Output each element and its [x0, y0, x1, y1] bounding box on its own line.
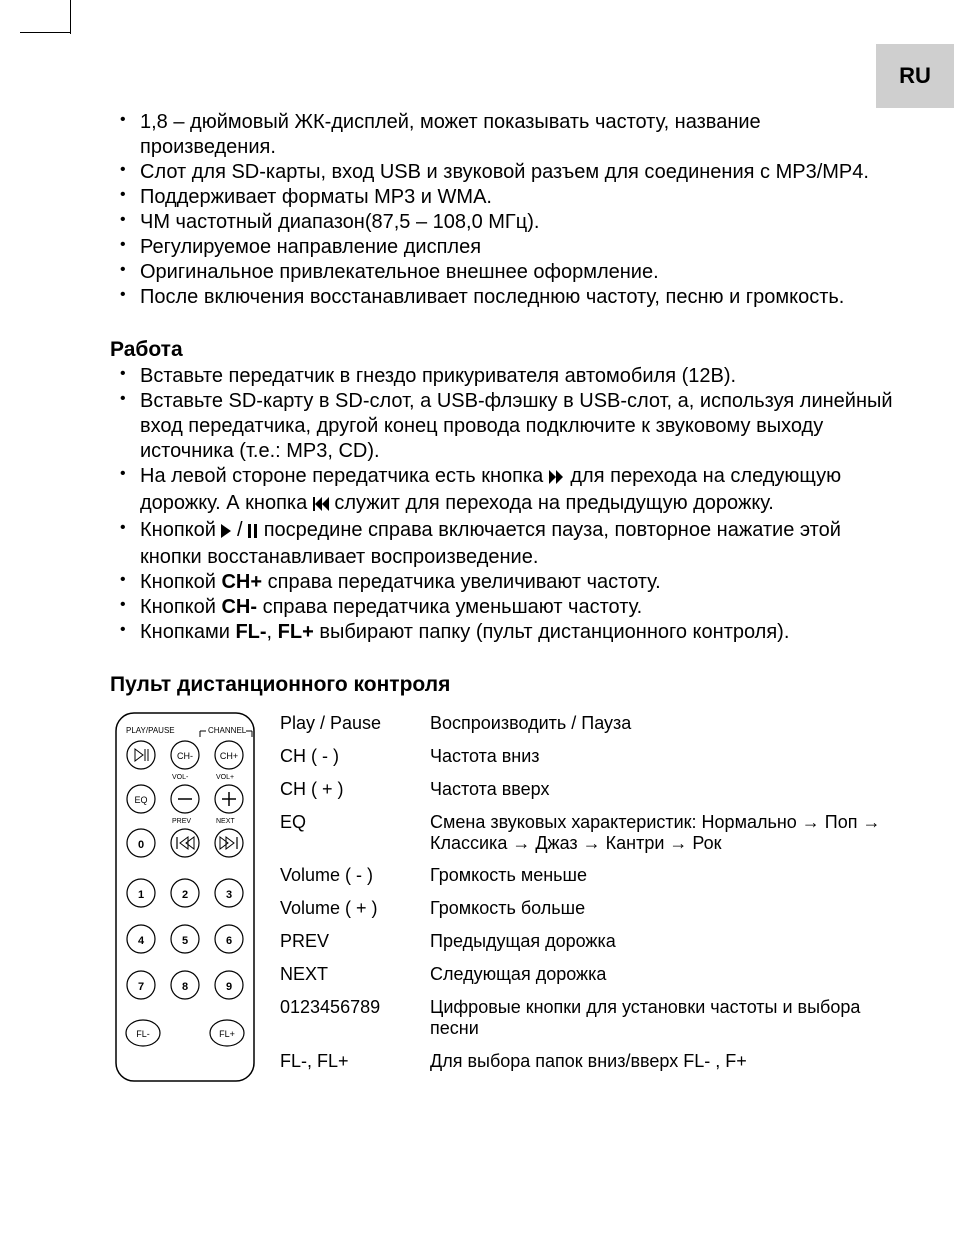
text: На левой стороне передатчика есть кнопка: [140, 465, 543, 487]
btn-4: 4: [138, 935, 145, 947]
feature-item: Поддерживает форматы MP3 и WMA.: [110, 185, 894, 210]
prev-track-icon: [313, 493, 329, 518]
operation-item: Кнопкой CH- справа передатчика уменьшают…: [110, 595, 894, 620]
btn-fl-minus: FL-: [136, 1029, 150, 1039]
label-vol-plus: VOL+: [216, 774, 234, 781]
remote-label: NEXT: [280, 964, 430, 985]
feature-item: После включения восстанавливает последню…: [110, 285, 894, 310]
remote-table: Play / Pause Воспроизводить / Пауза CH (…: [280, 707, 894, 1078]
text: Кнопкой: [140, 519, 221, 541]
remote-label: CH ( - ): [280, 746, 430, 767]
remote-heading: Пульт дистанционного контроля: [110, 673, 894, 697]
remote-label: FL-, FL+: [280, 1051, 430, 1072]
remote-label: Volume ( - ): [280, 865, 430, 886]
remote-row: CH ( + ) Частота вверх: [280, 773, 894, 806]
btn-fl-plus: FL+: [219, 1029, 235, 1039]
remote-diagram: PLAY/PAUSE CHANNEL CH- CH+: [110, 707, 260, 1092]
operation-item: Кнопкой / посредине справа включается па…: [110, 518, 894, 570]
text: Кнопками: [140, 621, 235, 643]
text: справа передатчика уменьшают частоту.: [257, 596, 642, 618]
feature-item: 1,8 – дюймовый ЖК-дисплей, может показыв…: [110, 110, 894, 160]
language-tab: RU: [876, 44, 954, 108]
operation-item: На левой стороне передатчика есть кнопка…: [110, 464, 894, 518]
remote-desc: Предыдущая дорожка: [430, 931, 894, 952]
label-vol-minus: VOL-: [172, 774, 189, 781]
text: служит для перехода на предыдущую дорожк…: [334, 492, 774, 514]
remote-desc: Частота вверх: [430, 779, 894, 800]
play-icon: [221, 520, 231, 545]
label-play-pause: PLAY/PAUSE: [126, 726, 175, 735]
btn-eq: EQ: [134, 795, 147, 805]
feature-item: Слот для SD-карты, вход USB и звуковой р…: [110, 160, 894, 185]
feature-item: Регулируемое направление дисплея: [110, 235, 894, 260]
pause-icon: [248, 520, 258, 545]
remote-label: 0123456789: [280, 997, 430, 1018]
remote-label: EQ: [280, 812, 430, 833]
features-list: 1,8 – дюймовый ЖК-дисплей, может показыв…: [110, 110, 894, 310]
remote-section: PLAY/PAUSE CHANNEL CH- CH+: [110, 707, 894, 1092]
remote-desc: Частота вниз: [430, 746, 894, 767]
text: Кнопкой: [140, 571, 221, 593]
btn-0: 0: [138, 839, 144, 851]
btn-ch-minus: CH-: [177, 751, 193, 761]
label-channel: CHANNEL: [208, 726, 247, 735]
text: ,: [267, 621, 278, 643]
text: справа передатчика увеличивают частоту.: [262, 571, 661, 593]
remote-label: PREV: [280, 931, 430, 952]
btn-ch-plus: CH+: [220, 751, 238, 761]
remote-row: EQ Смена звуковых характеристик: Нормаль…: [280, 806, 894, 859]
remote-label: Volume ( + ): [280, 898, 430, 919]
crop-mark-vertical: [70, 0, 71, 34]
btn-5: 5: [182, 935, 188, 947]
remote-row: CH ( - ) Частота вниз: [280, 740, 894, 773]
label-next: NEXT: [216, 818, 235, 825]
btn-2: 2: [182, 889, 188, 901]
btn-1: 1: [138, 889, 144, 901]
remote-label: Play / Pause: [280, 713, 430, 734]
operation-item: Вставьте SD-карту в SD-слот, а USB-флэшк…: [110, 389, 894, 464]
remote-row: Volume ( + ) Громкость больше: [280, 892, 894, 925]
separator: /: [231, 519, 248, 541]
operation-item: Кнопкой CH+ справа передатчика увеличива…: [110, 570, 894, 595]
remote-desc: Следующая дорожка: [430, 964, 894, 985]
btn-9: 9: [226, 981, 232, 993]
operation-list: Вставьте передатчик в гнездо прикуривате…: [110, 364, 894, 645]
remote-row: NEXT Следующая дорожка: [280, 958, 894, 991]
fl-plus-label: FL+: [278, 621, 314, 643]
fl-minus-label: FL-: [235, 621, 266, 643]
content-area: 1,8 – дюймовый ЖК-дисплей, может показыв…: [110, 110, 894, 1092]
text: Кнопкой: [140, 596, 221, 618]
ch-minus-label: CH-: [221, 596, 257, 618]
page: RU 1,8 – дюймовый ЖК-дисплей, может пока…: [0, 0, 954, 1259]
remote-row: 0123456789 Цифровые кнопки для установки…: [280, 991, 894, 1044]
remote-desc: Смена звуковых характеристик: Нормально …: [430, 812, 894, 853]
crop-mark-horizontal: [20, 32, 70, 33]
text: выбирают папку (пульт дистанционного кон…: [314, 621, 790, 643]
remote-desc: Цифровые кнопки для установки частоты и …: [430, 997, 894, 1038]
next-track-icon: [549, 466, 565, 491]
remote-desc: Громкость меньше: [430, 865, 894, 886]
feature-item: ЧМ частотный диапазон(87,5 – 108,0 МГц).: [110, 210, 894, 235]
remote-desc: Для выбора папок вниз/вверх FL- , F+: [430, 1051, 894, 1072]
remote-row: Play / Pause Воспроизводить / Пауза: [280, 707, 894, 740]
btn-8: 8: [182, 981, 188, 993]
operation-item: Кнопками FL-, FL+ выбирают папку (пульт …: [110, 620, 894, 645]
remote-row: Volume ( - ) Громкость меньше: [280, 859, 894, 892]
btn-6: 6: [226, 935, 232, 947]
operation-heading: Работа: [110, 338, 894, 362]
feature-item: Оригинальное привлекательное внешнее офо…: [110, 260, 894, 285]
remote-desc: Громкость больше: [430, 898, 894, 919]
btn-3: 3: [226, 889, 232, 901]
remote-label: CH ( + ): [280, 779, 430, 800]
ch-plus-label: CH+: [221, 571, 262, 593]
remote-row: PREV Предыдущая дорожка: [280, 925, 894, 958]
remote-desc: Воспроизводить / Пауза: [430, 713, 894, 734]
label-prev: PREV: [172, 818, 191, 825]
operation-item: Вставьте передатчик в гнездо прикуривате…: [110, 364, 894, 389]
remote-row: FL-, FL+ Для выбора папок вниз/вверх FL-…: [280, 1045, 894, 1078]
btn-7: 7: [138, 981, 144, 993]
